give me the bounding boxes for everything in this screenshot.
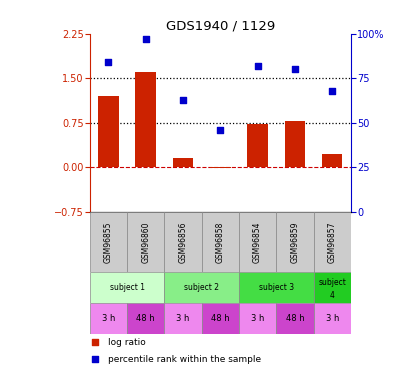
Bar xyxy=(90,272,164,303)
Point xyxy=(180,96,186,102)
Text: GSM96857: GSM96857 xyxy=(328,221,337,262)
Bar xyxy=(314,303,351,333)
Text: 4: 4 xyxy=(330,291,335,300)
Point xyxy=(92,356,98,362)
Bar xyxy=(239,272,314,303)
Bar xyxy=(285,121,305,167)
Text: GSM96858: GSM96858 xyxy=(216,221,225,262)
Text: subject 2: subject 2 xyxy=(184,283,219,292)
Bar xyxy=(210,167,231,168)
Text: subject 3: subject 3 xyxy=(259,283,294,292)
Text: GSM96856: GSM96856 xyxy=(179,221,188,262)
Bar xyxy=(98,96,119,167)
Bar xyxy=(239,303,276,333)
Point xyxy=(92,339,98,345)
Bar xyxy=(239,211,276,272)
Text: 3 h: 3 h xyxy=(251,314,264,323)
Bar xyxy=(276,303,314,333)
Bar xyxy=(276,211,314,272)
Bar xyxy=(127,303,164,333)
Title: GDS1940 / 1129: GDS1940 / 1129 xyxy=(166,20,275,33)
Text: 3 h: 3 h xyxy=(102,314,115,323)
Point xyxy=(217,127,224,133)
Bar xyxy=(314,272,351,303)
Text: percentile rank within the sample: percentile rank within the sample xyxy=(108,354,261,363)
Text: subject 1: subject 1 xyxy=(110,283,144,292)
Text: log ratio: log ratio xyxy=(108,338,146,346)
Bar xyxy=(164,303,202,333)
Bar xyxy=(127,211,164,272)
Bar xyxy=(322,154,342,167)
Bar xyxy=(90,303,127,333)
Bar xyxy=(202,211,239,272)
Text: GSM96860: GSM96860 xyxy=(141,221,150,262)
Point xyxy=(254,63,261,69)
Text: 48 h: 48 h xyxy=(286,314,304,323)
Text: 48 h: 48 h xyxy=(211,314,230,323)
Text: 48 h: 48 h xyxy=(136,314,155,323)
Text: subject: subject xyxy=(318,278,346,287)
Text: 3 h: 3 h xyxy=(326,314,339,323)
Point xyxy=(105,59,112,65)
Bar xyxy=(314,211,351,272)
Bar xyxy=(247,124,268,167)
Bar xyxy=(135,72,156,167)
Text: GSM96855: GSM96855 xyxy=(104,221,113,262)
Text: GSM96854: GSM96854 xyxy=(253,221,262,262)
Text: 3 h: 3 h xyxy=(176,314,190,323)
Text: GSM96859: GSM96859 xyxy=(290,221,299,262)
Bar xyxy=(173,158,193,167)
Point xyxy=(292,66,298,72)
Point xyxy=(329,88,335,94)
Bar xyxy=(164,272,239,303)
Bar xyxy=(202,303,239,333)
Bar xyxy=(90,211,127,272)
Point xyxy=(142,36,149,42)
Bar xyxy=(164,211,202,272)
